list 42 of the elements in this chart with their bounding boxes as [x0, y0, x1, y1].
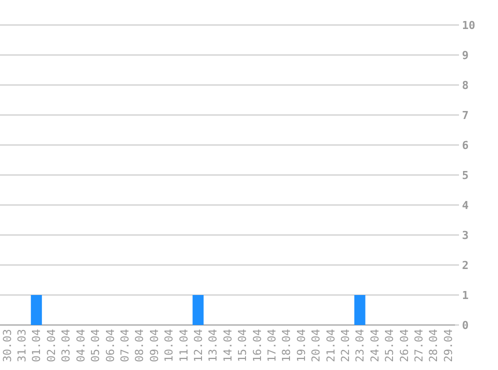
x-tick-label: 30.03: [0, 329, 14, 362]
x-tick-label: 01.04: [30, 328, 44, 362]
x-tick-label: 08.04: [133, 328, 146, 362]
x-tick-label: 11.04: [177, 328, 190, 362]
x-tick-label: 27.04: [412, 328, 426, 362]
x-tick-label: 06.04: [104, 328, 117, 362]
y-tick-label: 5: [462, 168, 469, 182]
x-tick-label: 20.04: [310, 328, 323, 362]
x-tick-label: 14.04: [221, 328, 234, 362]
y-tick-label: 1: [462, 288, 469, 302]
x-tick-label: 23.04: [354, 328, 367, 362]
y-tick-label: 9: [462, 48, 469, 62]
x-tick-label: 19.04: [294, 328, 308, 362]
x-tick-label: 12.04: [192, 328, 205, 362]
x-tick-label: 10.04: [162, 328, 176, 362]
x-tick-label: 05.04: [89, 328, 102, 362]
y-tick-label: 3: [462, 228, 469, 242]
x-tick-label: 21.04: [324, 328, 338, 362]
x-tick-label: 16.04: [250, 328, 264, 362]
x-tick-label: 24.04: [368, 328, 382, 362]
x-tick-label: 28.04: [427, 328, 440, 362]
x-tick-label: 25.04: [383, 328, 396, 362]
x-tick-label: 18.04: [280, 328, 294, 362]
x-tick-label: 03.04: [60, 328, 73, 362]
x-tick-label: 31.03: [16, 329, 29, 362]
x-tick-label: 17.04: [265, 328, 278, 362]
y-tick-label: 6: [462, 138, 469, 152]
y-tick-label: 4: [462, 198, 469, 212]
y-tick-label: 10: [462, 18, 476, 32]
x-tick-label: 07.04: [118, 328, 132, 362]
x-tick-label: 26.04: [398, 328, 411, 362]
y-tick-label: 7: [462, 108, 469, 122]
x-tick-label: 04.04: [74, 328, 88, 362]
y-tick-label: 2: [462, 258, 469, 272]
x-tick-label: 29.04: [442, 328, 455, 362]
y-tick-label: 8: [462, 78, 469, 92]
x-tick-label: 22.04: [338, 328, 352, 362]
x-tick-label: 15.04: [236, 328, 250, 362]
x-tick-label: 02.04: [44, 328, 58, 362]
y-tick-label: 0: [462, 318, 469, 332]
x-tick-label: 13.04: [206, 328, 220, 362]
x-tick-label: 09.04: [148, 328, 161, 362]
